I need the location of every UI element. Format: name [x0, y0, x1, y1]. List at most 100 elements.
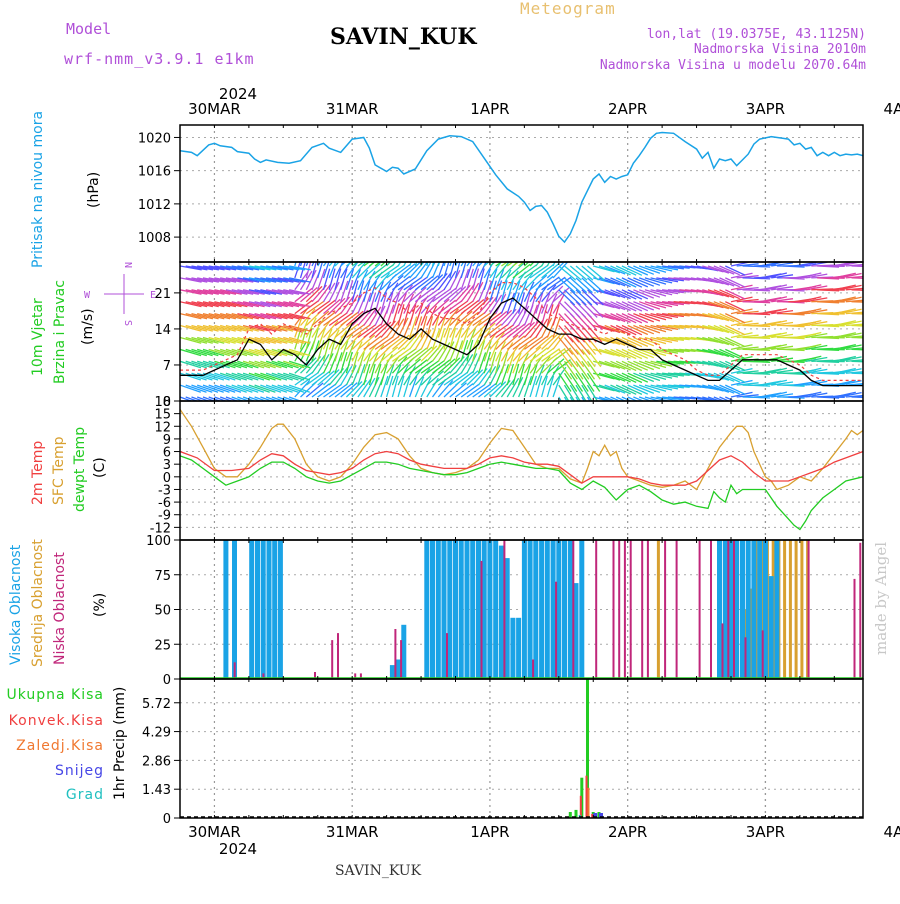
cloud-bar — [774, 540, 779, 679]
precip-bar — [569, 812, 572, 818]
year-bottom: 2024 — [219, 840, 257, 858]
wind-barb — [433, 245, 439, 266]
cloud-label-high: Visoka Oblacnost — [8, 544, 24, 665]
ytick-label-clouds: 0 — [163, 673, 171, 688]
panel-wind-plot — [180, 245, 885, 416]
lonlat-text: lon,lat (19.0375E, 43.1125N) — [647, 27, 866, 42]
cloud-bar — [487, 540, 492, 679]
precip-legend-total: Ukupna Kisa — [6, 687, 104, 703]
ytick-label-clouds: 25 — [154, 638, 171, 653]
wind-barb — [335, 258, 345, 278]
cloud-bar — [261, 540, 266, 679]
date-label-top: 3APR — [746, 100, 785, 118]
date-label-bottom: 4APR — [884, 823, 900, 841]
cloud-bar — [522, 540, 527, 679]
wind-barb — [857, 361, 879, 362]
wind-barb — [863, 264, 885, 266]
wind-label-2: Brzina i Pravac — [52, 280, 68, 384]
date-label-bottom: 1APR — [470, 823, 509, 841]
ytick-label-precip: 2.86 — [142, 754, 171, 769]
cloud-bar — [232, 540, 237, 679]
date-label-bottom: 30MAR — [188, 823, 241, 841]
cloud-bar — [740, 540, 745, 679]
cloud-bar — [579, 540, 584, 679]
precip-legend-frozen: Zaledj.Kisa — [16, 738, 104, 754]
cloud-bar — [331, 640, 333, 679]
cloud-bar — [717, 540, 722, 679]
temp-label-sfc: SFC Temp — [51, 436, 67, 505]
wind-barb — [857, 278, 879, 279]
cloud-bar — [447, 540, 452, 679]
cloud-bar — [808, 540, 810, 679]
ytick-label-wind: 14 — [154, 323, 171, 338]
wind-barb — [863, 288, 885, 290]
panel-temperature-plot — [180, 401, 863, 540]
cloud-bar — [255, 540, 260, 679]
cloud-bar — [545, 540, 550, 679]
precip-legend-snow: Snijeg — [55, 763, 104, 779]
cloud-bar — [234, 662, 236, 679]
compass-north: N — [122, 262, 133, 268]
pressure-label: Pritisak na nivou mora — [30, 111, 46, 268]
wind-barb — [444, 245, 451, 266]
wind-barb — [427, 245, 433, 266]
cloud-bar — [390, 665, 395, 679]
ytick-label-clouds: 100 — [146, 534, 171, 549]
wind-barb — [857, 373, 879, 374]
cloud-bar — [699, 540, 701, 679]
wind-barb — [599, 349, 620, 356]
ytick-label-clouds: 50 — [154, 604, 171, 619]
wind-barb — [857, 314, 879, 315]
cloud-bar — [795, 540, 798, 679]
cloud-bar — [267, 540, 272, 679]
cloud-bar — [751, 540, 756, 679]
date-label-top: 1APR — [470, 100, 509, 118]
cloud-bar — [727, 540, 729, 679]
cloud-bar — [657, 540, 660, 679]
model-label: Model — [66, 20, 111, 38]
wind-barb — [725, 314, 745, 323]
ytick-label-pressure: 1008 — [138, 231, 171, 246]
wind-barb — [312, 257, 318, 278]
wind-label-1: 10m Vjetar — [30, 298, 46, 376]
cloud-bar — [337, 633, 339, 679]
cloud-bar — [223, 540, 228, 679]
precip-legend-conv: Konvek.Kisa — [9, 713, 104, 729]
cloud-bar — [630, 540, 632, 679]
cloud-bar — [745, 637, 747, 679]
wind-barb — [725, 385, 745, 394]
station-title: SAVIN_KUK — [330, 24, 477, 50]
cloud-bar — [859, 543, 861, 679]
cloud-bar — [641, 540, 643, 679]
wind-barb — [599, 373, 620, 380]
wind-barb — [725, 326, 745, 335]
cloud-bar — [757, 540, 762, 679]
cloud-bar — [453, 540, 458, 679]
wind-barb — [467, 257, 474, 278]
temp-label-2m: 2m Temp — [30, 441, 46, 505]
wind-barb — [312, 246, 322, 266]
cloud-bar — [568, 540, 573, 679]
cloud-unit: (%) — [92, 593, 108, 617]
cloud-bar — [505, 558, 510, 679]
wind-barb — [863, 360, 885, 362]
cloud-bar — [459, 540, 464, 679]
elevation-text: Nadmorska Visina 2010m — [694, 42, 866, 57]
cloud-label-low: Niska Oblacnost — [52, 552, 68, 665]
cloud-bar — [551, 540, 556, 679]
wind-barb — [863, 324, 885, 326]
cloud-bar — [470, 540, 475, 679]
cloud-bar — [647, 540, 649, 679]
wind-barb — [857, 349, 879, 350]
wind-barb — [324, 257, 331, 278]
panel-pressure-plot — [180, 125, 863, 262]
date-label-bottom: 3APR — [746, 823, 785, 841]
cloud-bar — [532, 660, 534, 680]
wind-barb — [863, 276, 885, 278]
wind-barb — [467, 248, 480, 266]
cloud-bar — [400, 640, 402, 679]
model-name: wrf-nmm_v3.9.1 e1km — [64, 50, 255, 68]
panel-temperature-frame — [180, 401, 863, 540]
cloud-bar — [595, 540, 597, 679]
